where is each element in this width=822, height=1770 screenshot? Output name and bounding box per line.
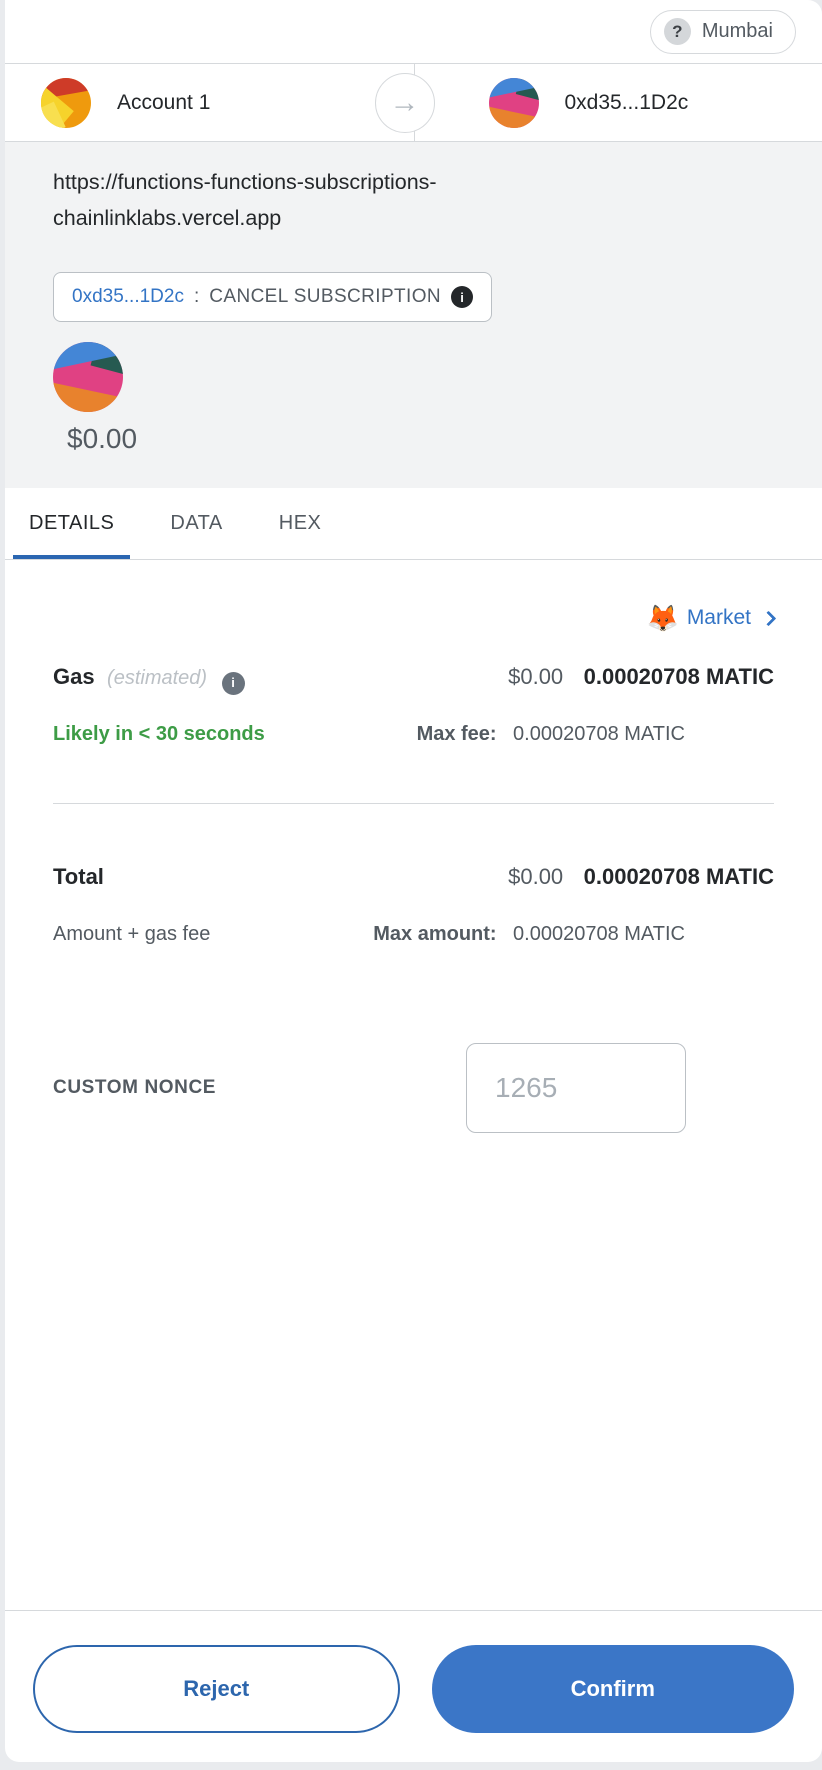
arrow-right-icon: → [374, 72, 435, 133]
gas-row: Gas (estimated) i $0.00 0.00020708 MATIC [53, 660, 774, 697]
contract-address-link[interactable]: 0xd35...1D2c [72, 286, 184, 307]
fox-emoji-icon: 🦊 [646, 603, 679, 633]
total-values: $0.00 0.00020708 MATIC [508, 860, 774, 897]
recipient-account: 0xd35...1D2c [435, 77, 822, 128]
confirm-button[interactable]: Confirm [431, 1645, 794, 1733]
tab-bar: DETAILS DATA HEX [5, 488, 822, 560]
network-bar: ? Mumbai [5, 0, 822, 64]
confirmation-popup: ? Mumbai Account 1 → 0xd35...1D2c https:… [5, 0, 822, 1762]
total-crypto-value: 0.00020708 MATIC [583, 864, 774, 889]
total-label: Total [53, 864, 104, 889]
max-amount-value: 0.00020708 MATIC [513, 923, 685, 945]
custom-nonce-label: CUSTOM NONCE [53, 1077, 217, 1098]
sender-recipient-row: Account 1 → 0xd35...1D2c [5, 64, 822, 142]
info-icon[interactable]: i [451, 286, 474, 308]
gas-fiat-value: $0.00 [508, 664, 564, 689]
recipient-address: 0xd35...1D2c [564, 90, 689, 114]
max-amount-label: Max amount: [373, 923, 497, 945]
recipient-avatar-large [53, 342, 123, 412]
pill-separator: : [193, 286, 200, 307]
method-name: CANCEL SUBSCRIPTION [209, 286, 442, 307]
gas-info-icon[interactable]: i [221, 671, 245, 695]
custom-nonce-input[interactable] [466, 1043, 686, 1133]
tab-data[interactable]: DATA [170, 512, 223, 534]
contract-method-pill[interactable]: 0xd35...1D2c : CANCEL SUBSCRIPTION i [53, 272, 493, 322]
reject-button[interactable]: Reject [33, 1645, 400, 1733]
origin-url: https://functions-functions-subscription… [53, 164, 774, 236]
details-panel: 🦊 Market Gas (estimated) i $0.00 0.00020… [5, 560, 822, 1610]
sender-name: Account 1 [117, 90, 211, 114]
gas-option-selector[interactable]: 🦊 Market [53, 600, 777, 636]
gas-estimated-qualifier: (estimated) [107, 667, 208, 689]
gas-values: $0.00 0.00020708 MATIC [508, 660, 774, 697]
max-fee-value: 0.00020708 MATIC [513, 723, 685, 745]
gas-crypto-value: 0.00020708 MATIC [583, 664, 774, 689]
chevron-right-icon [760, 610, 777, 626]
gas-option-label: Market [686, 606, 751, 629]
sender-account: Account 1 [5, 77, 375, 128]
network-badge: ? Mumbai [649, 9, 796, 54]
sender-avatar [41, 77, 91, 128]
max-fee-group: Max fee: 0.00020708 MATIC [417, 719, 685, 751]
tab-hex[interactable]: HEX [278, 512, 322, 534]
recipient-avatar [488, 77, 539, 128]
total-secondary-row: Amount + gas fee Max amount: 0.00020708 … [53, 919, 774, 951]
action-footer: Reject Confirm [5, 1610, 822, 1762]
origin-url-line2: chainlinklabs.vercel.app [53, 206, 282, 230]
transaction-fiat-amount: $0.00 [67, 423, 138, 454]
gas-secondary-row: Likely in < 30 seconds Max fee: 0.000207… [53, 719, 774, 751]
gas-label-group: Gas (estimated) i [53, 660, 245, 697]
gas-label: Gas [53, 664, 95, 689]
total-row: Total $0.00 0.00020708 MATIC [53, 860, 774, 897]
max-fee-label: Max fee: [416, 723, 497, 745]
custom-nonce-row: CUSTOM NONCE [53, 1043, 774, 1133]
section-divider [53, 803, 774, 804]
transaction-summary: https://functions-functions-subscription… [5, 142, 822, 488]
gas-time-estimate: Likely in < 30 seconds [53, 723, 265, 745]
total-description: Amount + gas fee [53, 923, 211, 945]
total-fiat-value: $0.00 [508, 864, 564, 889]
question-mark-icon: ? [663, 18, 691, 45]
network-name: Mumbai [701, 20, 773, 42]
max-amount-group: Max amount: 0.00020708 MATIC [373, 919, 685, 951]
tab-details[interactable]: DETAILS [13, 488, 131, 559]
origin-url-line1: https://functions-functions-subscription… [53, 170, 437, 194]
